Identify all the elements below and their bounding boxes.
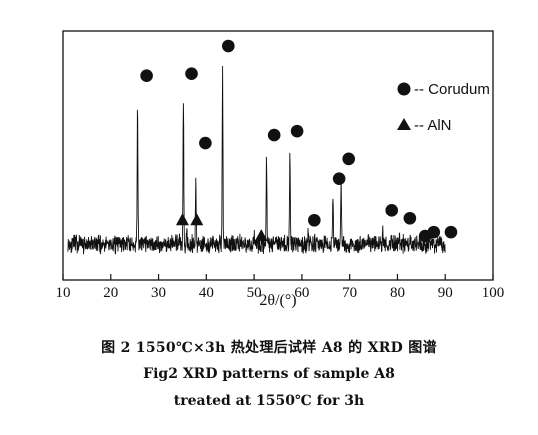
x-ticks: 10 20 30 40 50 60 70 80 90 100 — [56, 274, 505, 301]
xrd-chart: 10 20 30 40 50 60 70 80 90 100 -- Corudum -- AlN … — [56, 30, 505, 309]
legend-aln-label: -- AlN — [414, 117, 452, 134]
x-tick-label: 30 — [151, 285, 166, 301]
corundum-peak-marker — [403, 211, 417, 225]
aln-peak-marker — [175, 213, 189, 226]
corundum-peak-marker — [308, 213, 321, 227]
x-tick-label: 50 — [247, 285, 262, 301]
corundum-peak-marker — [332, 172, 346, 185]
x-tick-label: 60 — [294, 285, 309, 301]
corundum-peak-marker — [199, 136, 212, 150]
figure-caption-english-line2: treated at 1550℃ for 3h — [173, 393, 365, 409]
corundum-peak-marker — [385, 204, 399, 217]
peak-markers — [140, 39, 458, 243]
x-axis-title: 2θ/(°) — [259, 292, 296, 309]
x-tick-label: 10 — [56, 285, 71, 301]
x-tick-label: 40 — [199, 285, 214, 301]
legend-aln-marker — [397, 118, 411, 130]
corundum-peak-marker — [427, 225, 441, 239]
corundum-peak-marker — [267, 128, 281, 142]
aln-peak-marker — [254, 229, 268, 242]
corundum-peak-marker — [185, 67, 198, 81]
x-tick-label: 100 — [482, 285, 505, 301]
legend-corudum-marker — [397, 82, 411, 96]
xrd-pattern-line — [67, 65, 446, 255]
corundum-peak-marker — [222, 39, 235, 53]
aln-peak-marker — [190, 213, 204, 226]
xrd-trace — [67, 65, 446, 255]
x-tick-label: 20 — [103, 285, 118, 301]
plot-frame — [62, 30, 494, 281]
figure-caption-english-line1: Fig2 XRD patterns of sample A8 — [143, 366, 395, 382]
x-tick-label: 70 — [342, 285, 357, 301]
corundum-peak-marker — [140, 69, 153, 82]
x-tick-label: 80 — [390, 285, 405, 301]
x-tick-label: 90 — [438, 285, 453, 301]
corundum-peak-marker — [290, 124, 304, 138]
legend: -- Corudum -- AlN — [397, 81, 490, 134]
corundum-peak-marker — [444, 225, 458, 239]
figure-caption-chinese: 图 2 1550℃×3h 热处理后试样 A8 的 XRD 图谱 — [101, 340, 437, 356]
legend-corudum-label: -- Corudum — [414, 81, 490, 98]
corundum-peak-marker — [342, 152, 356, 166]
